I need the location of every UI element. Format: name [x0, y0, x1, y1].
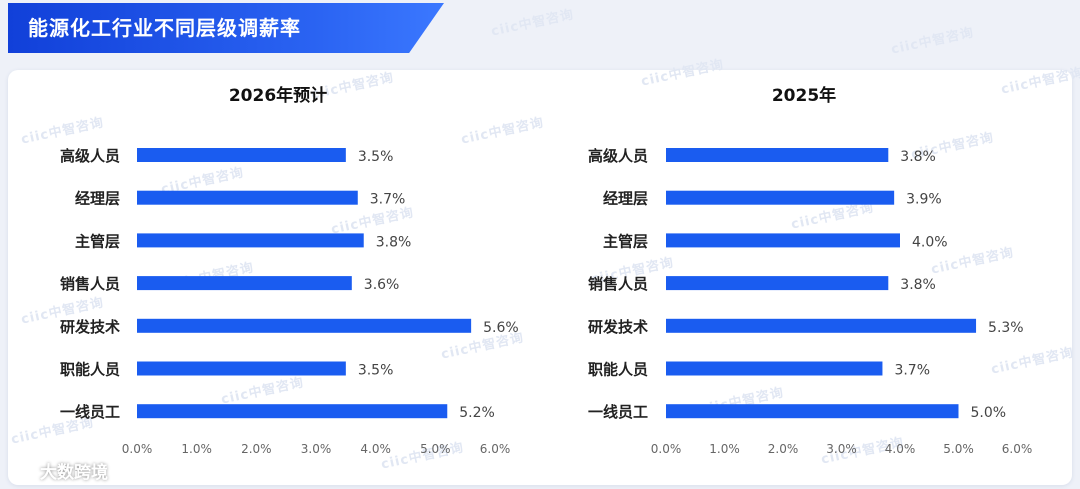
x-tick-label: 3.0% [301, 442, 332, 456]
bar [137, 276, 352, 291]
bar [666, 233, 900, 248]
category-label: 高级人员 [60, 147, 120, 165]
x-tick-label: 6.0% [1002, 442, 1033, 456]
chart-title: 2025年 [772, 85, 836, 106]
page-title: 能源化工行业不同层级调薪率 [28, 16, 301, 40]
bar [137, 148, 346, 162]
chart-title: 2026年预计 [229, 85, 327, 106]
data-label: 3.6% [364, 277, 400, 293]
bar [666, 148, 889, 162]
x-tick-label: 4.0% [360, 442, 391, 456]
bar [137, 361, 346, 376]
data-label: 3.7% [894, 363, 930, 379]
category-label: 销售人员 [588, 275, 648, 293]
x-tick-label: 2.0% [768, 442, 799, 456]
data-label: 3.8% [900, 277, 936, 293]
x-tick-label: 4.0% [885, 442, 916, 456]
data-label: 5.3% [988, 320, 1024, 336]
bar [666, 190, 895, 205]
title-banner: 能源化工行业不同层级调薪率 [8, 3, 444, 53]
bar [137, 233, 364, 248]
category-label: 研发技术 [588, 318, 648, 336]
category-label: 销售人员 [60, 275, 120, 293]
source-mark-text: 大数跨境 [40, 462, 108, 483]
x-tick-label: 5.0% [943, 442, 974, 456]
data-label: 4.0% [912, 234, 948, 250]
bar [666, 361, 883, 376]
x-tick-label: 1.0% [709, 442, 740, 456]
bar [137, 318, 472, 333]
bar [666, 276, 889, 291]
category-label: 经理层 [603, 190, 648, 208]
category-label: 职能人员 [588, 361, 648, 379]
chat-bubble-icon [10, 461, 35, 478]
x-tick-label: 1.0% [181, 442, 212, 456]
bar [666, 404, 959, 419]
data-label: 3.8% [900, 149, 936, 165]
x-tick-label: 2.0% [241, 442, 272, 456]
x-tick-label: 0.0% [651, 442, 682, 456]
x-tick-label: 3.0% [826, 442, 857, 456]
category-label: 职能人员 [60, 361, 120, 379]
data-label: 5.6% [483, 320, 519, 336]
data-label: 3.8% [376, 234, 412, 250]
category-label: 主管层 [603, 232, 648, 250]
data-label: 5.2% [459, 405, 495, 421]
category-label: 一线员工 [588, 403, 648, 421]
bar [137, 190, 358, 205]
category-label: 高级人员 [588, 147, 648, 165]
bar [666, 318, 977, 333]
data-label: 5.0% [971, 405, 1007, 421]
x-tick-label: 6.0% [480, 442, 511, 456]
bar [137, 404, 448, 419]
category-label: 主管层 [75, 232, 120, 250]
data-label: 3.7% [370, 192, 406, 208]
category-label: 研发技术 [60, 318, 120, 336]
data-label: 3.5% [358, 149, 394, 165]
data-label: 3.9% [906, 192, 942, 208]
x-tick-label: 0.0% [122, 442, 153, 456]
category-label: 经理层 [75, 190, 120, 208]
category-label: 一线员工 [60, 403, 120, 421]
x-tick-label: 5.0% [420, 442, 451, 456]
data-label: 3.5% [358, 363, 394, 379]
source-mark: 大数跨境 [10, 458, 108, 483]
